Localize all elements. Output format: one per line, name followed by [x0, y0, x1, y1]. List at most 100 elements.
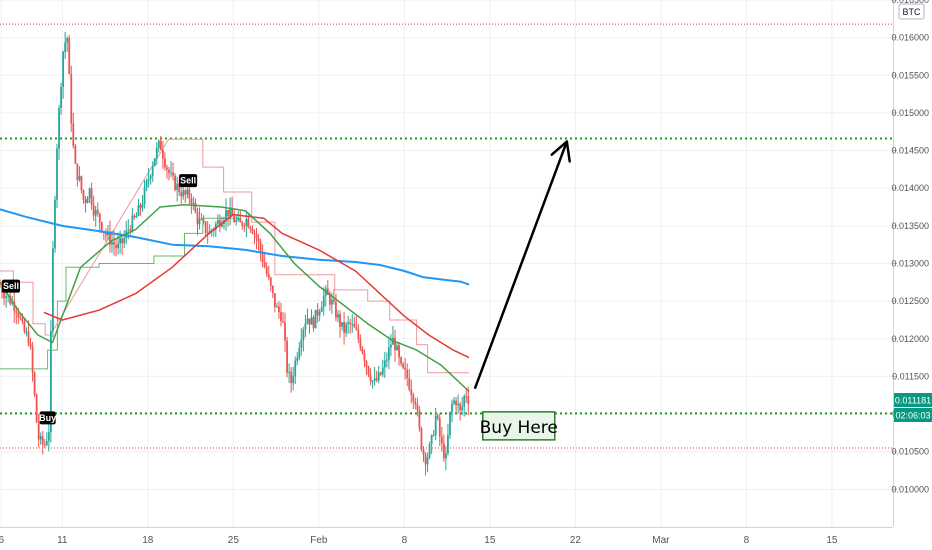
candle-body — [312, 317, 315, 329]
candle-body — [216, 220, 219, 224]
moving-averages — [0, 204, 470, 393]
candle-body — [45, 441, 48, 445]
candle-body — [351, 323, 354, 325]
candle-body — [430, 435, 433, 445]
candle-body — [367, 366, 370, 376]
sell-signal-box — [1, 279, 20, 293]
candle-body — [284, 322, 286, 341]
candle-body — [202, 219, 205, 222]
candle-body — [402, 363, 405, 368]
candle-body — [92, 204, 95, 216]
candle-body — [298, 348, 301, 358]
candle-body — [251, 229, 254, 234]
candle-body — [9, 295, 12, 304]
trailing-stop-red — [0, 138, 470, 374]
sell-signal-label: Sell — [180, 176, 196, 186]
candle-body — [341, 322, 343, 327]
candle-body — [180, 192, 183, 197]
candle-body — [394, 337, 396, 351]
buy-signal-label: Buy — [39, 413, 56, 423]
candle-body — [231, 207, 234, 216]
candle-body — [0, 286, 1, 288]
candle-body — [385, 360, 388, 362]
candle-body — [237, 218, 240, 221]
candle-body — [371, 380, 374, 382]
candle-body — [294, 360, 297, 377]
y-tick-label: 0.012000 — [891, 334, 929, 344]
x-tick-label: 25 — [228, 535, 240, 546]
candle-body — [5, 296, 8, 299]
candle-body — [428, 444, 431, 458]
candle-body — [157, 140, 160, 148]
candle-body — [426, 457, 429, 465]
candle-body — [333, 299, 335, 302]
candle-body — [229, 207, 231, 217]
candle-body — [261, 251, 264, 263]
trade-signals: Sell Sell Buy — [1, 174, 198, 425]
candle-body — [170, 172, 172, 174]
currency-box — [898, 3, 925, 20]
last-price-badge — [894, 393, 932, 407]
candle-body — [322, 295, 325, 308]
candle-body — [422, 449, 425, 455]
candle-body — [373, 378, 376, 381]
candle-body — [13, 301, 16, 312]
candle-body — [52, 248, 54, 331]
candle-body — [121, 238, 124, 244]
candle-body — [186, 189, 189, 195]
candle-body — [349, 322, 352, 324]
candle-body — [221, 224, 223, 227]
time-scale[interactable]: 6 11 18 25 Feb 8 15 22 Mar 8 15 — [0, 535, 838, 546]
candle-body — [383, 360, 386, 368]
candle-body — [31, 346, 34, 373]
candle-body — [387, 347, 390, 361]
candle-body — [286, 340, 288, 373]
candle-body — [227, 209, 229, 217]
moving-average-blue — [0, 208, 470, 286]
candle-body — [288, 371, 291, 373]
buy-here-label: Buy Here — [480, 418, 558, 438]
candle-body — [115, 244, 117, 249]
candle-body — [64, 42, 67, 52]
candle-body — [400, 357, 402, 364]
candle-body — [151, 165, 154, 176]
candle-body — [94, 210, 97, 216]
candle-body — [292, 376, 295, 384]
candle-body — [326, 288, 329, 295]
price-scale[interactable]: 0.016500 0.016000 0.015500 0.015000 0.014500… — [891, 0, 929, 494]
candle-body — [82, 190, 85, 200]
candle-body — [451, 403, 453, 412]
candle-body — [188, 189, 191, 198]
candle-body — [241, 222, 244, 226]
candle-body — [365, 361, 368, 367]
candle-body — [304, 323, 307, 330]
candle-body — [176, 183, 179, 190]
candle-body — [259, 241, 262, 252]
trailing-stop-green — [0, 217, 240, 370]
candle-body — [337, 314, 339, 318]
candle-body — [194, 202, 197, 213]
candle-body — [80, 176, 83, 191]
candle-body — [302, 329, 305, 340]
candle-body — [196, 212, 199, 225]
y-tick-label: 0.011500 — [892, 371, 929, 381]
candle-body — [381, 367, 384, 375]
candle-body — [11, 301, 14, 304]
candle-body — [29, 343, 32, 347]
candle-body — [369, 375, 372, 382]
trailing-stops — [0, 138, 470, 374]
candle-body — [440, 436, 443, 444]
candle-body — [86, 198, 89, 204]
candle-body — [214, 223, 217, 230]
candle-body — [465, 396, 468, 398]
candle-body — [70, 74, 73, 124]
candle-body — [90, 188, 93, 205]
candle-body — [432, 434, 435, 436]
candle-body — [335, 301, 337, 318]
candle-body — [410, 389, 413, 396]
candle-body — [442, 443, 445, 459]
candle-body — [143, 187, 146, 204]
candle-body — [436, 415, 439, 419]
candle-body — [343, 322, 345, 333]
